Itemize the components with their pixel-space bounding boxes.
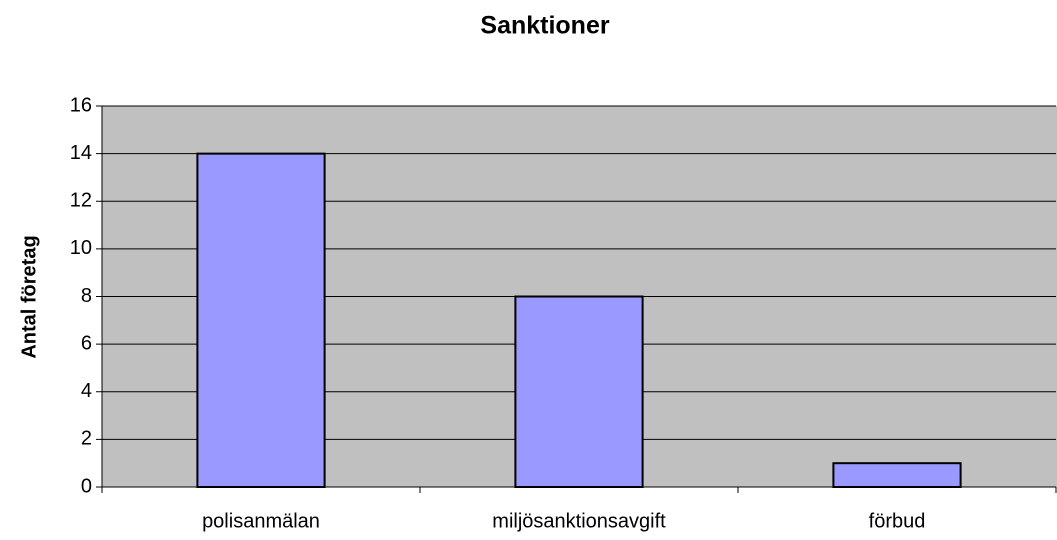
chart-title: Sanktioner [480, 12, 609, 40]
y-tick-label: 0 [81, 475, 92, 497]
y-tick-label: 16 [70, 94, 92, 116]
bar [832, 462, 962, 488]
bar [196, 152, 326, 488]
y-tick-label: 8 [81, 285, 92, 307]
bar [514, 295, 644, 488]
x-tick-label: polisanmälan [202, 510, 320, 532]
y-tick-label: 12 [70, 190, 92, 212]
y-tick-label: 14 [70, 142, 92, 164]
x-tick-label: förbud [869, 510, 926, 532]
y-tick-label: 10 [70, 237, 92, 259]
y-tick-label: 4 [81, 380, 92, 402]
y-tick-label: 2 [81, 428, 92, 450]
y-axis-label: Antal företag [18, 235, 40, 358]
x-tick-label: miljösanktionsavgift [492, 510, 666, 532]
y-tick-label: 6 [81, 332, 92, 354]
